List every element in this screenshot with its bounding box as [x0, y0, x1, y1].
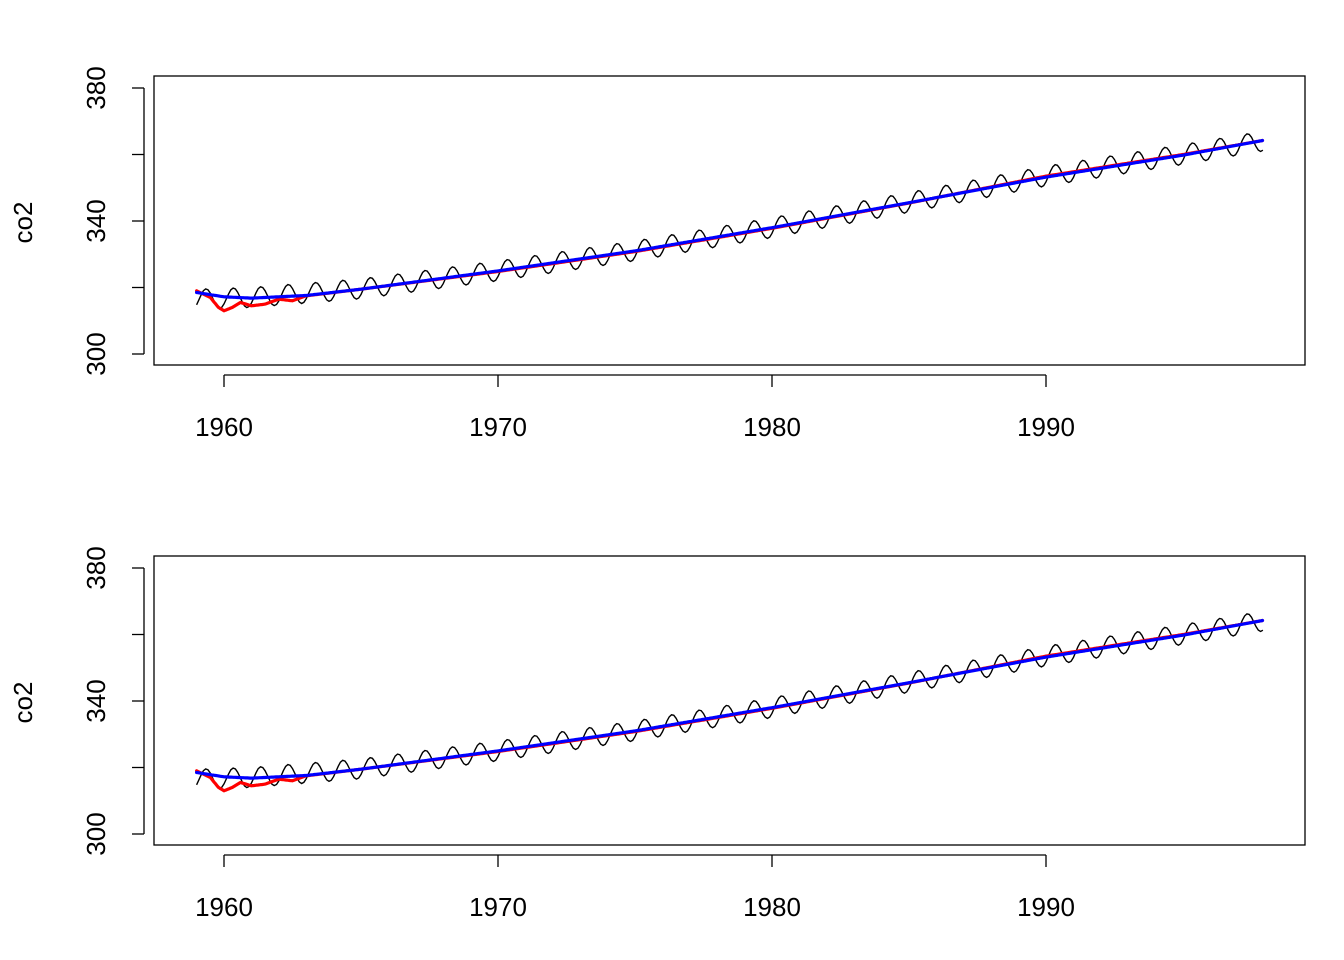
- x-tick-label: 1970: [469, 892, 527, 922]
- red-smooth-series-line: [195, 138, 1265, 313]
- x-tick-label: 1980: [743, 412, 801, 442]
- y-tick-label: 380: [81, 546, 111, 589]
- x-tick-label: 1970: [469, 412, 527, 442]
- plot-frame: [153, 555, 1306, 846]
- x-tick-label: 1990: [1017, 412, 1075, 442]
- x-tick-label: 1960: [195, 892, 253, 922]
- x-tick-label: 1990: [1017, 892, 1075, 922]
- red-smooth-series-line: [195, 618, 1265, 793]
- x-tick-label: 1960: [195, 412, 253, 442]
- y-axis-title: co2: [8, 682, 38, 724]
- y-axis-title: co2: [8, 202, 38, 244]
- y-tick-label: 340: [81, 679, 111, 722]
- y-tick-label: 300: [81, 332, 111, 375]
- y-tick-label: 380: [81, 66, 111, 109]
- observed-series-line: [195, 613, 1264, 790]
- blue-smooth-series-line: [195, 618, 1265, 780]
- plot-frame: [153, 75, 1306, 366]
- observed-series-line: [195, 133, 1264, 310]
- y-tick-label: 300: [81, 812, 111, 855]
- blue-smooth-series-line: [195, 138, 1265, 300]
- y-tick-label: 340: [81, 199, 111, 242]
- x-tick-label: 1980: [743, 892, 801, 922]
